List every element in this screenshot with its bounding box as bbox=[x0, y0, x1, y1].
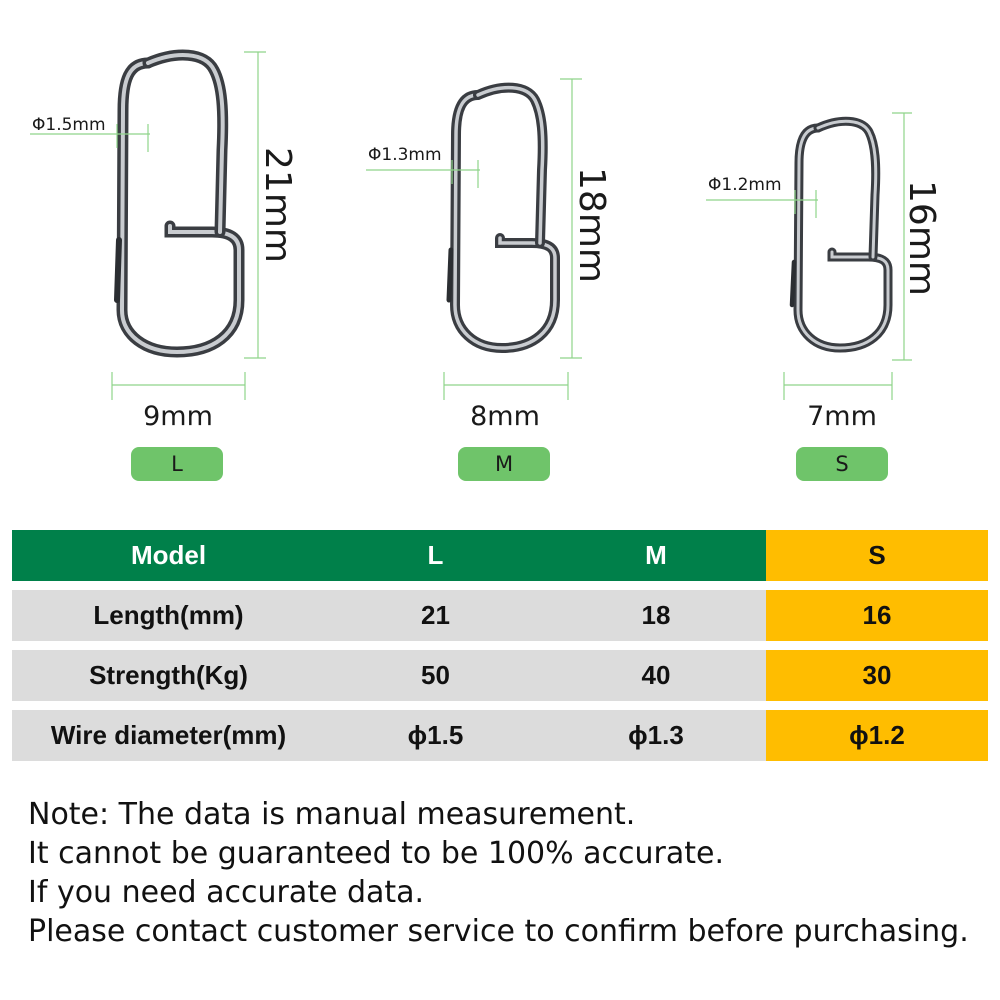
table-cell-highlight: ϕ1.2 bbox=[766, 710, 988, 761]
note-line: If you need accurate data. bbox=[28, 875, 425, 910]
size-badge-small: S bbox=[796, 447, 888, 481]
height-label-large: 21mm bbox=[257, 147, 298, 263]
width-label-small: 7mm bbox=[807, 401, 877, 432]
dimension-lines-small bbox=[706, 112, 912, 400]
width-label-large: 9mm bbox=[143, 401, 213, 432]
table-row: Wire diameter(mm) ϕ1.5 ϕ1.3 ϕ1.2 bbox=[12, 710, 988, 761]
note-line: It cannot be guaranteed to be 100% accur… bbox=[28, 836, 725, 871]
header-cell-m: M bbox=[645, 540, 667, 570]
dimension-lines-medium bbox=[366, 78, 582, 400]
table-cell: 21 bbox=[421, 600, 450, 630]
row-label-wire-diameter: Wire diameter(mm) bbox=[50, 720, 287, 750]
table-cell: 40 bbox=[641, 660, 671, 690]
snap-medium-shape bbox=[446, 82, 560, 354]
height-label-small: 16mm bbox=[901, 180, 942, 296]
header-cell-model: Model bbox=[130, 540, 207, 570]
table-cell-highlight: 16 bbox=[766, 590, 988, 641]
table-header-row: Model L M S bbox=[12, 530, 988, 581]
table-cell: ϕ1.5 bbox=[407, 720, 464, 750]
snap-large-shape bbox=[114, 49, 245, 358]
table-cell: 50 bbox=[421, 660, 450, 690]
product-illustration: Φ1.5mm 21mm 9mm Φ1.3mm 18mm 8mm bbox=[30, 49, 942, 432]
width-label-medium: 8mm bbox=[470, 401, 540, 432]
size-badge-medium: M bbox=[458, 447, 550, 481]
measurement-note: Note: The data is manual measurement. It… bbox=[28, 795, 969, 951]
table-cell-highlight: 30 bbox=[766, 650, 988, 701]
wire-diameter-label-large: Φ1.5mm bbox=[32, 115, 106, 135]
row-label-strength: Strength(Kg) bbox=[89, 660, 248, 690]
row-label-length: Length(mm) bbox=[93, 600, 244, 630]
note-line: Note: The data is manual measurement. bbox=[28, 797, 636, 832]
snap-small: Φ1.2mm 16mm 7mm bbox=[706, 112, 942, 432]
snap-small-shape bbox=[789, 116, 893, 353]
table-row: Strength(Kg) 50 40 30 bbox=[12, 650, 988, 701]
snap-large: Φ1.5mm 21mm 9mm bbox=[30, 49, 298, 432]
height-label-medium: 18mm bbox=[571, 167, 612, 283]
size-badge-large: L bbox=[131, 447, 223, 481]
header-cell-l: L bbox=[427, 540, 444, 570]
note-line: Please contact customer service to confi… bbox=[28, 914, 969, 949]
header-cell-s: S bbox=[766, 530, 988, 581]
table-cell: 18 bbox=[641, 600, 671, 630]
wire-diameter-label-small: Φ1.2mm bbox=[708, 175, 782, 195]
table-cell: ϕ1.3 bbox=[628, 720, 684, 750]
dimension-lines-large bbox=[30, 51, 266, 400]
wire-diameter-label-medium: Φ1.3mm bbox=[368, 145, 442, 165]
table-row: Length(mm) 21 18 16 bbox=[12, 590, 988, 641]
snap-medium: Φ1.3mm 18mm 8mm bbox=[366, 78, 612, 432]
